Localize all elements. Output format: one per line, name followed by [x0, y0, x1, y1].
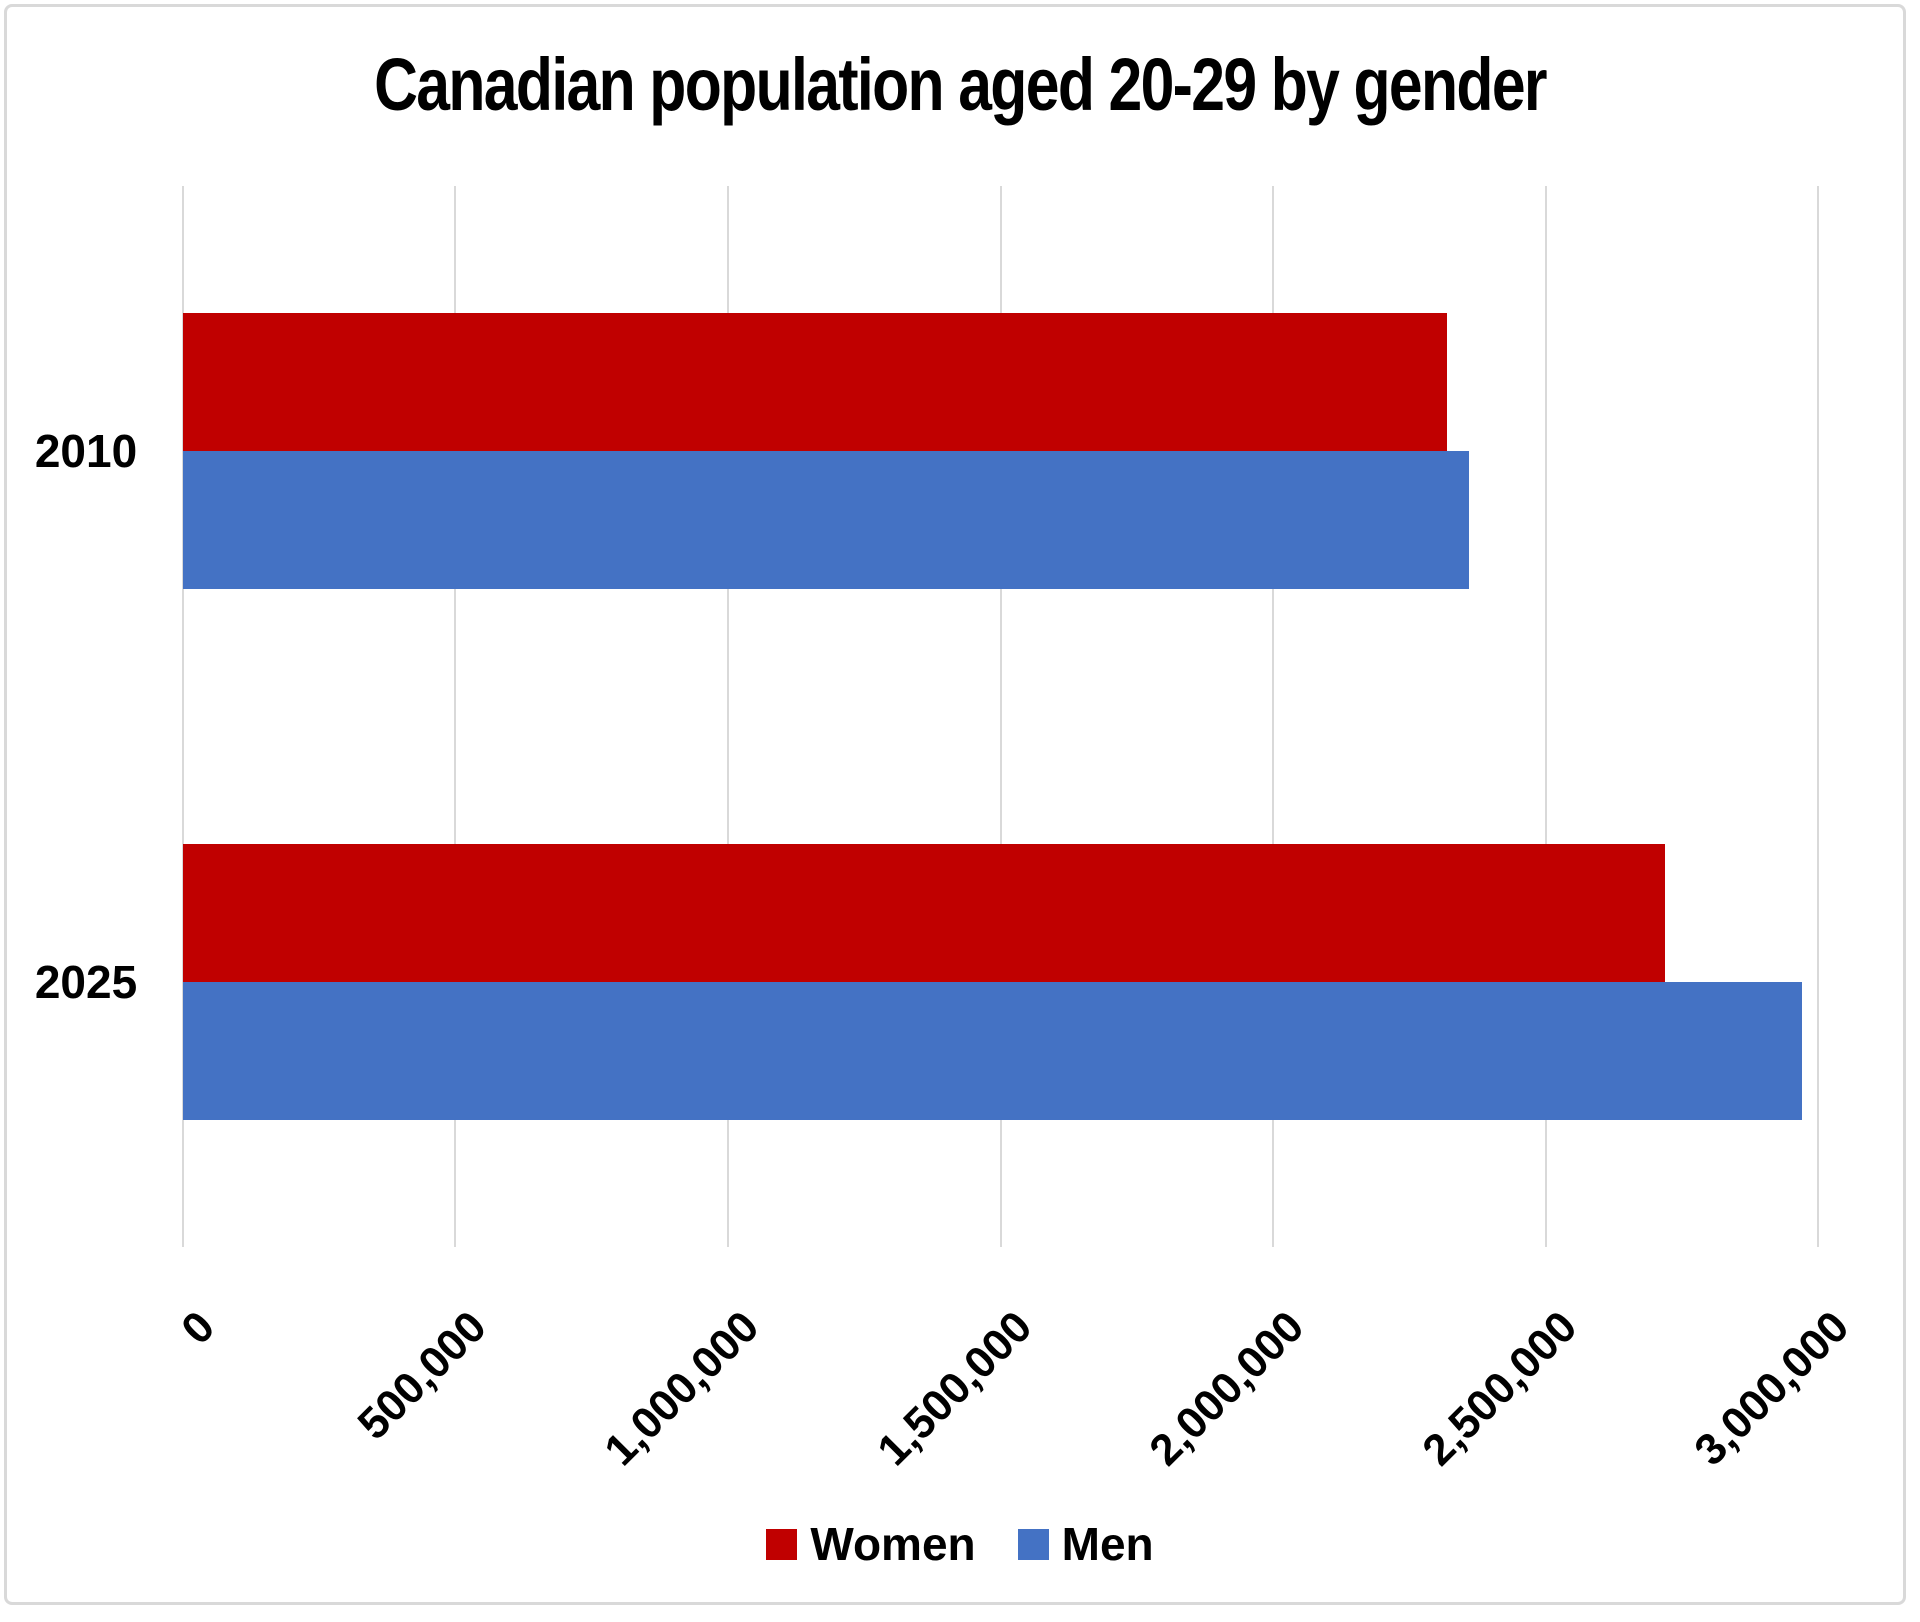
- category-label-2010: 2010: [34, 425, 138, 478]
- gridline-0: [182, 186, 184, 1247]
- legend-item-women: Women: [766, 1518, 976, 1570]
- legend-item-men: Men: [1017, 1518, 1154, 1570]
- bar-women-2025: [183, 843, 1666, 982]
- bar-women-2010: [183, 313, 1448, 452]
- gridline-1,000,000: [726, 186, 729, 1247]
- legend-swatch-men: [1017, 1528, 1049, 1560]
- bar-men-2010: [183, 451, 1470, 590]
- gridline-3,000,000: [1817, 186, 1819, 1247]
- legend-label-men: Men: [1061, 1518, 1154, 1570]
- gridline-2,000,000: [1271, 186, 1274, 1247]
- gridline-1,500,000: [999, 186, 1002, 1247]
- chart-title: Canadian population aged 20-29 by gender: [374, 43, 1547, 126]
- legend-label-women: Women: [810, 1518, 976, 1570]
- plot-area: [182, 186, 1819, 1247]
- gridline-500,000: [454, 186, 457, 1247]
- category-label-2025: 2025: [34, 955, 138, 1008]
- legend-swatch-women: [766, 1528, 798, 1560]
- legend: Women Men: [0, 1521, 1920, 1567]
- chart-frame: [4, 4, 1906, 1605]
- bar-men-2025: [183, 981, 1802, 1120]
- gridline-2,500,000: [1544, 186, 1547, 1247]
